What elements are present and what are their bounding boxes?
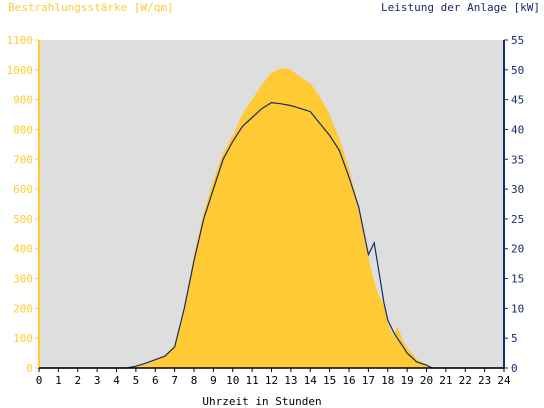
right-tick-label: 45 (511, 94, 524, 107)
x-tick-label: 12 (265, 374, 278, 387)
x-tick-label: 14 (304, 374, 318, 387)
left-tick-label: 600 (13, 183, 33, 196)
right-tick-label: 50 (511, 64, 524, 77)
x-tick-label: 18 (381, 374, 394, 387)
x-tick-label: 7 (171, 374, 178, 387)
x-axis-label: Uhrzeit in Stunden (202, 395, 321, 408)
x-tick-label: 4 (113, 374, 120, 387)
left-tick-label: 800 (13, 123, 33, 136)
left-tick-label: 0 (26, 362, 33, 375)
power-line (39, 101, 504, 369)
left-tick-label: 500 (13, 213, 33, 226)
x-tick-label: 2 (74, 374, 81, 387)
right-tick-label: 20 (511, 243, 524, 256)
left-tick-label: 1000 (7, 64, 34, 77)
x-tick-label: 24 (497, 374, 511, 387)
x-tick-label: 11 (246, 374, 259, 387)
right-tick-label: 5 (511, 332, 518, 345)
x-tick-label: 20 (420, 374, 433, 387)
right-tick-label: 15 (511, 273, 524, 286)
left-tick-label: 300 (13, 273, 33, 286)
x-tick-label: 5 (133, 374, 140, 387)
x-tick-label: 13 (284, 374, 297, 387)
x-tick-label: 0 (36, 374, 43, 387)
x-tick-label: 10 (226, 374, 239, 387)
left-tick-label: 400 (13, 243, 33, 256)
left-tick-label: 200 (13, 302, 33, 315)
right-tick-label: 25 (511, 213, 524, 226)
right-axis-title: Leistung der Anlage [kW] (381, 1, 540, 14)
left-tick-label: 100 (13, 332, 33, 345)
x-tick-label: 9 (210, 374, 217, 387)
x-tick-label: 6 (152, 374, 159, 387)
x-tick-label: 17 (362, 374, 375, 387)
series-layer (39, 68, 504, 369)
x-tick-label: 19 (401, 374, 414, 387)
x-tick-label: 15 (323, 374, 336, 387)
left-tick-label: 700 (13, 153, 33, 166)
right-tick-label: 0 (511, 362, 518, 375)
axes-layer: 0100200300400500600700800900100011000510… (7, 34, 525, 387)
left-axis-title: Bestrahlungsstärke [W/qm] (8, 1, 174, 14)
x-tick-label: 21 (439, 374, 452, 387)
x-tick-label: 1 (55, 374, 62, 387)
right-tick-label: 35 (511, 153, 524, 166)
right-tick-label: 55 (511, 34, 524, 47)
x-tick-label: 23 (478, 374, 491, 387)
right-tick-label: 30 (511, 183, 524, 196)
x-tick-label: 16 (342, 374, 355, 387)
irradiance-area (39, 68, 504, 369)
left-tick-label: 900 (13, 94, 33, 107)
x-tick-label: 3 (94, 374, 101, 387)
x-tick-label: 22 (459, 374, 472, 387)
right-tick-label: 40 (511, 123, 524, 136)
right-tick-label: 10 (511, 302, 524, 315)
left-tick-label: 1100 (7, 34, 34, 47)
x-tick-label: 8 (191, 374, 198, 387)
